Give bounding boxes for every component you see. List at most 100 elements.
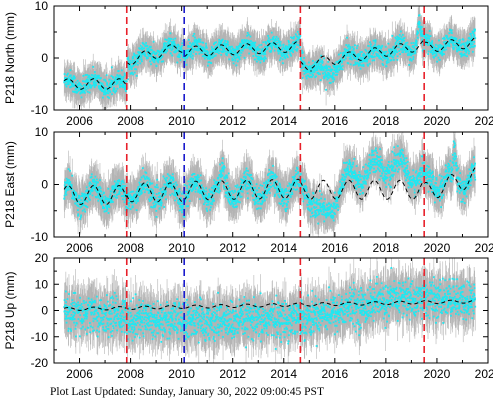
- data-point: [283, 55, 286, 58]
- data-point: [283, 52, 285, 55]
- data-point: [377, 44, 380, 47]
- data-point: [264, 41, 267, 43]
- data-point: [188, 45, 191, 48]
- data-point: [140, 58, 143, 61]
- data-point: [303, 62, 306, 65]
- data-point: [327, 69, 330, 71]
- data-point: [140, 60, 143, 63]
- data-point: [429, 42, 432, 45]
- data-point: [448, 42, 450, 45]
- data-point: [166, 41, 169, 44]
- data-point: [110, 79, 113, 82]
- data-point: [139, 44, 142, 47]
- data-point: [472, 31, 475, 33]
- data-point: [376, 55, 379, 57]
- data-point: [339, 52, 342, 54]
- data-point: [70, 78, 73, 81]
- data-point: [152, 40, 155, 43]
- data-point: [208, 56, 211, 59]
- data-point: [320, 54, 323, 57]
- data-point: [393, 51, 396, 54]
- data-point: [279, 41, 282, 43]
- data-point: [393, 48, 396, 51]
- data-point: [155, 52, 158, 54]
- data-point: [437, 48, 440, 50]
- data-point: [458, 49, 461, 52]
- data-point: [306, 71, 309, 74]
- data-point: [343, 51, 346, 54]
- data-point: [89, 84, 92, 86]
- data-point: [82, 80, 84, 83]
- data-point: [300, 67, 303, 70]
- data-point: [207, 64, 209, 67]
- data-point: [228, 50, 231, 52]
- data-point: [370, 43, 372, 46]
- data-point: [192, 51, 195, 53]
- data-point: [398, 33, 401, 36]
- data-point: [472, 45, 475, 48]
- data-point: [456, 44, 459, 47]
- data-point: [139, 56, 142, 59]
- data-point: [400, 47, 403, 50]
- series-east: [63, 132, 477, 237]
- data-point: [431, 44, 434, 47]
- data-point: [199, 51, 202, 54]
- data-point: [167, 37, 170, 40]
- data-point: [402, 37, 405, 40]
- data-point: [361, 51, 363, 53]
- data-point: [187, 45, 190, 48]
- data-point: [392, 47, 395, 50]
- data-point: [305, 77, 308, 80]
- data-point: [375, 52, 378, 55]
- data-point: [313, 71, 316, 73]
- data-point: [373, 45, 376, 48]
- data-point: [204, 50, 207, 53]
- data-point: [334, 69, 337, 72]
- data-point: [308, 70, 311, 73]
- data-point: [411, 52, 414, 55]
- data-point: [136, 54, 139, 57]
- data-point: [136, 59, 139, 62]
- data-point: [311, 75, 313, 78]
- data-point: [358, 63, 361, 66]
- data-point: [233, 55, 236, 58]
- data-point: [300, 60, 303, 63]
- data-point: [468, 42, 471, 45]
- data-point: [304, 68, 307, 70]
- data-point: [393, 50, 396, 52]
- data-point: [290, 45, 293, 47]
- data-point: [106, 82, 108, 84]
- data-point: [268, 40, 271, 43]
- data-point: [233, 52, 235, 55]
- data-point: [68, 75, 71, 78]
- data-point: [101, 96, 104, 99]
- data-point: [97, 86, 100, 89]
- data-point: [401, 51, 404, 54]
- data-point: [380, 58, 383, 60]
- data-point: [164, 38, 167, 41]
- data-point: [259, 53, 262, 56]
- data-point: [345, 57, 347, 60]
- data-point: [305, 70, 307, 73]
- data-point: [179, 52, 182, 55]
- data-point: [167, 40, 170, 43]
- data-point: [187, 53, 190, 56]
- data-point: [338, 60, 340, 62]
- data-point: [222, 48, 225, 51]
- panel-north: 2006 2008 2010 2012 2014 2016 2018 2020 2022 -10 0…: [3, 0, 493, 128]
- data-point: [123, 74, 126, 77]
- data-point: [304, 71, 307, 74]
- data-point: [391, 34, 394, 37]
- data-point: [110, 85, 112, 88]
- data-point: [296, 43, 298, 46]
- data-point: [215, 41, 218, 44]
- data-point: [319, 66, 322, 68]
- data-point: [397, 36, 399, 39]
- data-point: [310, 69, 313, 71]
- data-point: [347, 49, 350, 52]
- data-point: [150, 63, 152, 66]
- data-point: [231, 57, 234, 60]
- data-point: [284, 56, 287, 59]
- data-point: [396, 55, 399, 58]
- data-point: [459, 47, 462, 50]
